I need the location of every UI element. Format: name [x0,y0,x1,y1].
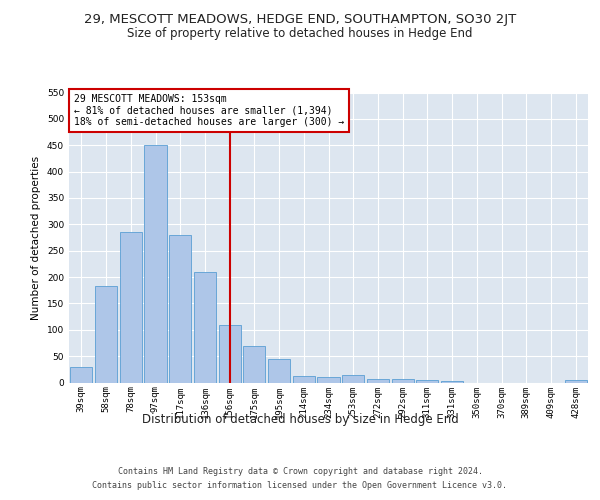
Bar [169,235,191,382]
Bar [392,379,414,382]
Text: 29, MESCOTT MEADOWS, HEDGE END, SOUTHAMPTON, SO30 2JT: 29, MESCOTT MEADOWS, HEDGE END, SOUTHAMP… [84,12,516,26]
Bar [317,377,340,382]
Bar [268,359,290,382]
Text: Size of property relative to detached houses in Hedge End: Size of property relative to detached ho… [127,28,473,40]
Text: Distribution of detached houses by size in Hedge End: Distribution of detached houses by size … [142,412,458,426]
Text: Contains public sector information licensed under the Open Government Licence v3: Contains public sector information licen… [92,481,508,490]
Bar [367,379,389,382]
Text: 29 MESCOTT MEADOWS: 153sqm
← 81% of detached houses are smaller (1,394)
18% of s: 29 MESCOTT MEADOWS: 153sqm ← 81% of deta… [74,94,344,127]
Bar [342,374,364,382]
Bar [145,145,167,382]
Bar [243,346,265,383]
Text: Contains HM Land Registry data © Crown copyright and database right 2024.: Contains HM Land Registry data © Crown c… [118,468,482,476]
Bar [416,380,439,382]
Bar [293,376,315,382]
Bar [119,232,142,382]
Bar [565,380,587,382]
Bar [95,286,117,382]
Bar [441,381,463,382]
Bar [70,366,92,382]
Bar [194,272,216,382]
Y-axis label: Number of detached properties: Number of detached properties [31,156,41,320]
Bar [218,324,241,382]
